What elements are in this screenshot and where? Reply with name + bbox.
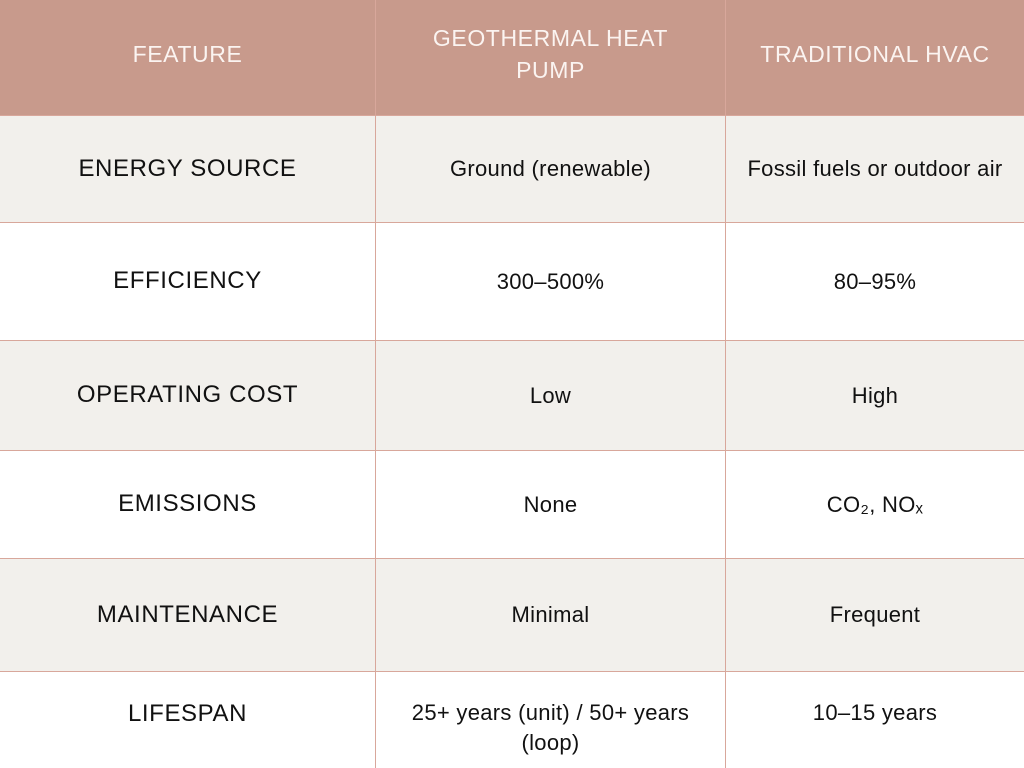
- traditional-value: CO₂, NOₓ: [725, 450, 1024, 558]
- header-traditional-hvac: TRADITIONAL HVAC: [725, 0, 1024, 115]
- geothermal-value: Ground (renewable): [375, 115, 725, 222]
- feature-label: ENERGY SOURCE: [0, 115, 375, 222]
- traditional-value: Fossil fuels or outdoor air: [725, 115, 1024, 222]
- geothermal-value: Low: [375, 340, 725, 450]
- feature-label: MAINTENANCE: [0, 558, 375, 671]
- header-geothermal-heat-pump: GEOTHERMAL HEAT PUMP: [375, 0, 725, 115]
- traditional-value: High: [725, 340, 1024, 450]
- feature-label: LIFESPAN: [0, 671, 375, 768]
- feature-label: OPERATING COST: [0, 340, 375, 450]
- geothermal-value: 25+ years (unit) / 50+ years (loop): [375, 671, 725, 768]
- feature-label: EMISSIONS: [0, 450, 375, 558]
- geothermal-value: None: [375, 450, 725, 558]
- traditional-value: 80–95%: [725, 222, 1024, 340]
- header-feature: FEATURE: [0, 0, 375, 115]
- feature-label: EFFICIENCY: [0, 222, 375, 340]
- geothermal-value: 300–500%: [375, 222, 725, 340]
- traditional-value: Frequent: [725, 558, 1024, 671]
- geothermal-value: Minimal: [375, 558, 725, 671]
- traditional-value: 10–15 years: [725, 671, 1024, 768]
